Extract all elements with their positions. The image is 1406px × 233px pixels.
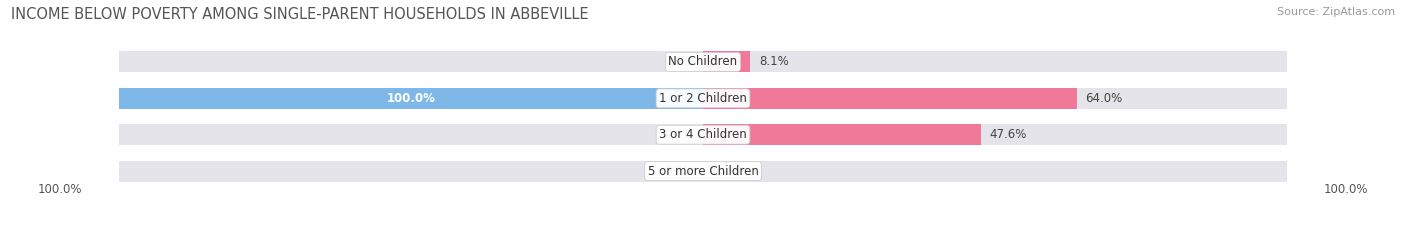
Bar [120, 124, 703, 145]
Text: 100.0%: 100.0% [38, 183, 82, 196]
Bar [703, 88, 1286, 109]
Bar [703, 51, 1286, 72]
Bar [703, 124, 981, 145]
Text: 47.6%: 47.6% [990, 128, 1026, 141]
Text: 5 or more Children: 5 or more Children [648, 164, 758, 178]
Text: 0.0%: 0.0% [665, 128, 695, 141]
Bar [703, 124, 1286, 145]
Bar [120, 51, 703, 72]
Bar [120, 88, 703, 109]
Text: No Children: No Children [668, 55, 738, 69]
Bar [120, 161, 703, 182]
Bar [703, 51, 751, 72]
Text: 0.0%: 0.0% [665, 164, 695, 178]
Text: 1 or 2 Children: 1 or 2 Children [659, 92, 747, 105]
Text: INCOME BELOW POVERTY AMONG SINGLE-PARENT HOUSEHOLDS IN ABBEVILLE: INCOME BELOW POVERTY AMONG SINGLE-PARENT… [11, 7, 589, 22]
Text: 0.0%: 0.0% [711, 164, 741, 178]
Text: 64.0%: 64.0% [1085, 92, 1122, 105]
Text: 0.0%: 0.0% [665, 55, 695, 69]
Text: 100.0%: 100.0% [1324, 183, 1368, 196]
Bar [703, 161, 1286, 182]
Bar [703, 88, 1077, 109]
Text: 8.1%: 8.1% [759, 55, 789, 69]
Bar [120, 88, 703, 109]
Text: 3 or 4 Children: 3 or 4 Children [659, 128, 747, 141]
Text: 100.0%: 100.0% [387, 92, 436, 105]
Text: Source: ZipAtlas.com: Source: ZipAtlas.com [1277, 7, 1395, 17]
